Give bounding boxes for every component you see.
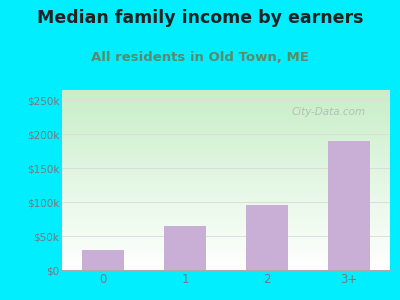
Bar [328, 141, 370, 270]
Text: City-Data.com: City-Data.com [292, 106, 366, 117]
Bar [82, 250, 124, 270]
Text: All residents in Old Town, ME: All residents in Old Town, ME [91, 51, 309, 64]
Text: Median family income by earners: Median family income by earners [37, 9, 363, 27]
Bar [246, 206, 288, 270]
Bar [164, 226, 206, 270]
